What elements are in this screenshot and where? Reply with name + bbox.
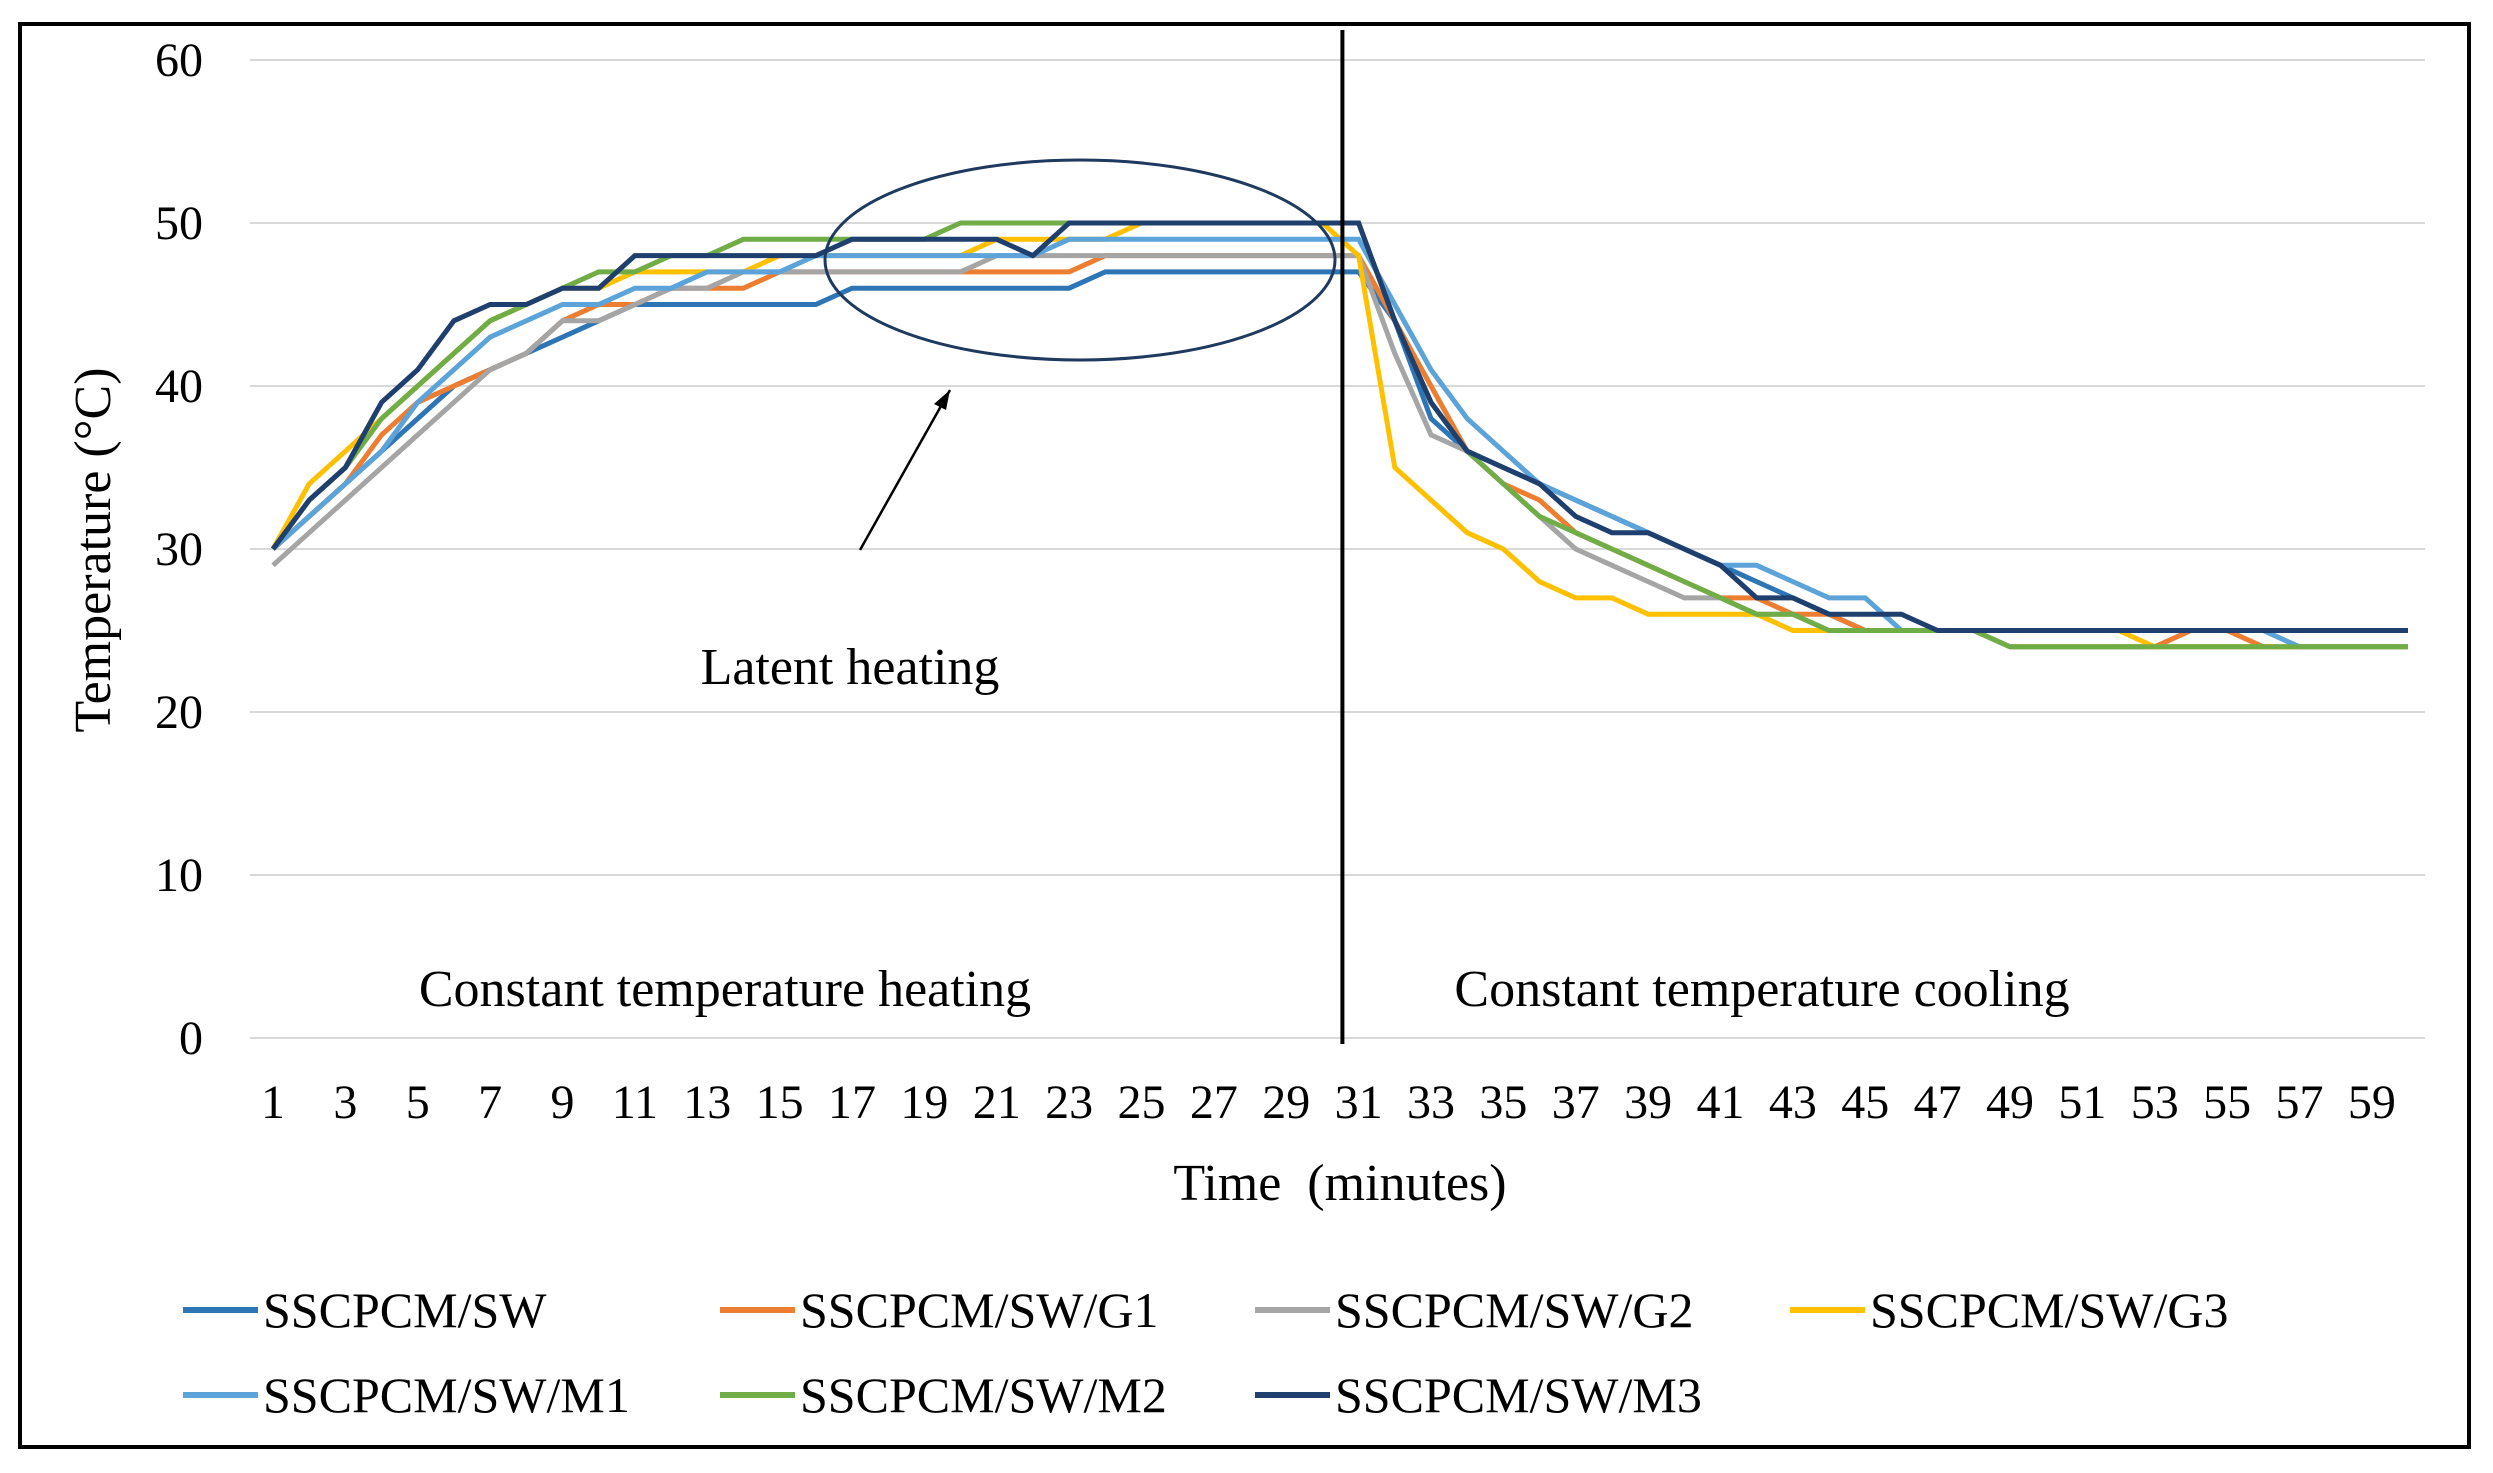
x-tick-label: 17 (828, 1076, 876, 1129)
chart-frame (18, 22, 2471, 1449)
heating-region-label: Constant temperature heating (419, 961, 1031, 1018)
x-tick-label: 57 (2275, 1076, 2323, 1129)
x-tick-label: 29 (1262, 1076, 1310, 1129)
legend-label: SSCPCM/SW/M1 (263, 1367, 630, 1423)
x-tick-label: 25 (1117, 1076, 1165, 1129)
latent-heating-arrow (858, 389, 952, 551)
x-tick-label: 55 (2203, 1076, 2251, 1129)
x-tick-label: 51 (2058, 1076, 2106, 1129)
x-tick-label: 59 (2348, 1076, 2396, 1129)
y-tick-label: 30 (155, 523, 203, 576)
y-tick-label: 20 (155, 686, 203, 739)
x-tick-label: 21 (973, 1076, 1021, 1129)
legend-label: SSCPCM/SW/M3 (1335, 1367, 1702, 1423)
legend-label: SSCPCM/SW/G2 (1335, 1282, 1693, 1338)
legend: SSCPCM/SW SSCPCM/SW/G1 SSCPCM/SW/G2 SSCPCM/… (183, 1282, 2228, 1423)
x-tick-label: 11 (612, 1076, 658, 1129)
legend-label: SSCPCM/SW/G3 (1870, 1282, 2228, 1338)
gridlines (250, 59, 2425, 876)
legend-label: SSCPCM/SW (263, 1282, 547, 1338)
x-tick-label: 41 (1696, 1076, 1744, 1129)
x-tick-label: 39 (1624, 1076, 1672, 1129)
x-tick-label: 13 (683, 1076, 731, 1129)
y-tick-label: 40 (155, 360, 203, 413)
legend-label: SSCPCM/SW/G1 (800, 1282, 1158, 1338)
y-axis-ticks: 0 10 20 30 40 50 60 (155, 34, 203, 1065)
x-axis-ticks: 1 3 5 7 9 11 13 15 17 19 21 23 25 27 29 31 33 35 37 39 41 43 4… (261, 1076, 2396, 1129)
x-tick-label: 1 (261, 1076, 285, 1129)
x-tick-label: 37 (1552, 1076, 1600, 1129)
y-tick-label: 0 (179, 1012, 203, 1065)
x-tick-label: 15 (756, 1076, 804, 1129)
x-tick-label: 3 (333, 1076, 357, 1129)
x-tick-label: 31 (1335, 1076, 1383, 1129)
x-tick-label: 7 (478, 1076, 502, 1129)
x-tick-label: 43 (1769, 1076, 1817, 1129)
y-tick-label: 50 (155, 197, 203, 250)
cooling-region-label: Constant temperature cooling (1454, 961, 2069, 1018)
y-axis-title: Temperature (°C) (65, 367, 122, 732)
x-tick-label: 49 (1986, 1076, 2034, 1129)
latent-heating-ellipse (823, 158, 1337, 362)
x-tick-label: 5 (406, 1076, 430, 1129)
x-tick-label: 23 (1045, 1076, 1093, 1129)
x-tick-label: 19 (900, 1076, 948, 1129)
x-tick-label: 35 (1479, 1076, 1527, 1129)
latent-heating-arrowhead (934, 390, 950, 410)
y-tick-label: 10 (155, 849, 203, 902)
x-tick-label: 53 (2131, 1076, 2179, 1129)
x-tick-label: 45 (1841, 1076, 1889, 1129)
x-tick-label: 33 (1407, 1076, 1455, 1129)
y-tick-label: 60 (155, 34, 203, 87)
x-tick-label: 47 (1914, 1076, 1962, 1129)
x-tick-label: 27 (1190, 1076, 1238, 1129)
x-tick-label: 9 (550, 1076, 574, 1129)
legend-label: SSCPCM/SW/M2 (800, 1367, 1167, 1423)
x-axis-title: Time (minutes) (1173, 1155, 1506, 1212)
latent-heating-label: Latent heating (701, 639, 1000, 696)
